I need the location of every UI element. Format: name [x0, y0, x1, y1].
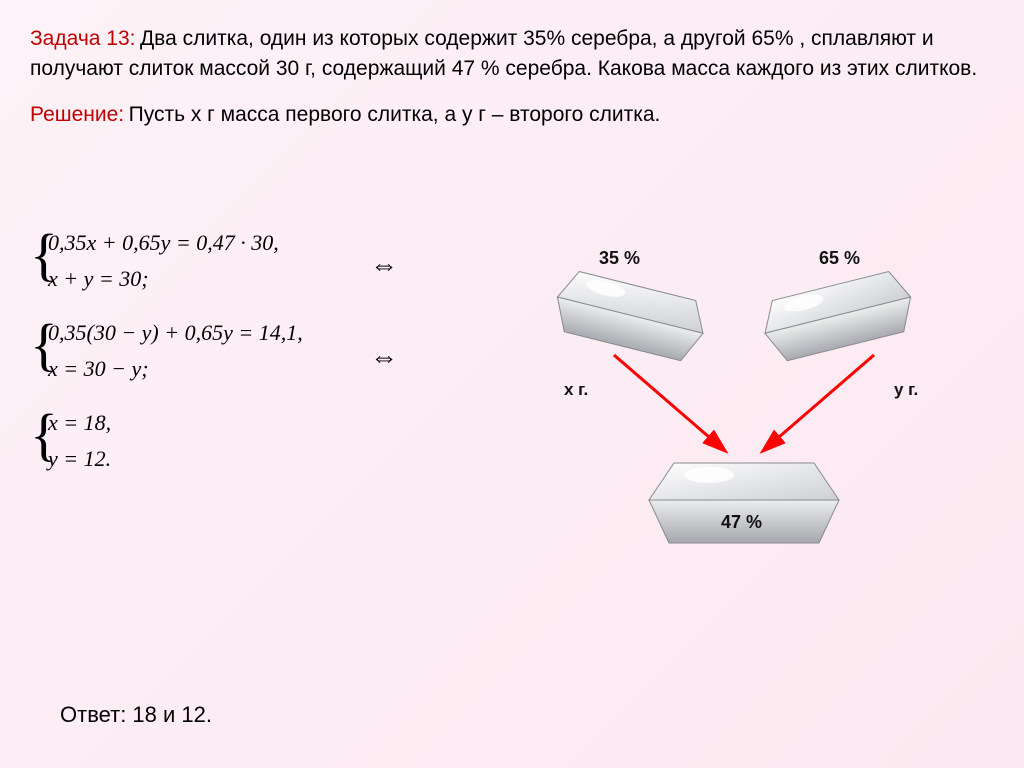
iff-1: ⇔ — [370, 250, 398, 282]
var-right-label: у г. — [894, 380, 918, 400]
problem-title: Задача 13: — [30, 27, 135, 50]
problem-text: Два слитка, один из которых содержит 35%… — [30, 27, 977, 80]
answer-text: Ответ: 18 и 12. — [60, 702, 212, 728]
solution-block: Решение: Пусть х г масса первого слитка,… — [30, 103, 994, 127]
eq3-row2: y = 12. — [48, 446, 470, 472]
iff-2: ⇔ — [370, 342, 398, 374]
eq2-row1: 0,35(30 − y) + 0,65y = 14,1, — [48, 320, 470, 346]
var-left-label: х г. — [564, 380, 588, 400]
eq1-row1: 0,35x + 0,65y = 0,47 · 30, — [48, 230, 470, 256]
solution-text: Пусть х г масса первого слитка, а у г – … — [129, 103, 661, 126]
pct-bottom-label: 47 % — [721, 512, 762, 533]
ingot-bottom-icon — [634, 445, 854, 565]
problem-block: Задача 13: Два слитка, один из которых с… — [30, 24, 994, 85]
ingot-diagram: 35 % 65 % — [504, 230, 984, 570]
eq3-row1: x = 18, — [48, 410, 470, 436]
eq2-row2: x = 30 − y; — [48, 356, 470, 382]
solution-title: Решение: — [30, 103, 124, 126]
eq1-row2: x + y = 30; — [48, 266, 470, 292]
math-systems: { 0,35x + 0,65y = 0,47 · 30, x + y = 30;… — [30, 230, 470, 500]
